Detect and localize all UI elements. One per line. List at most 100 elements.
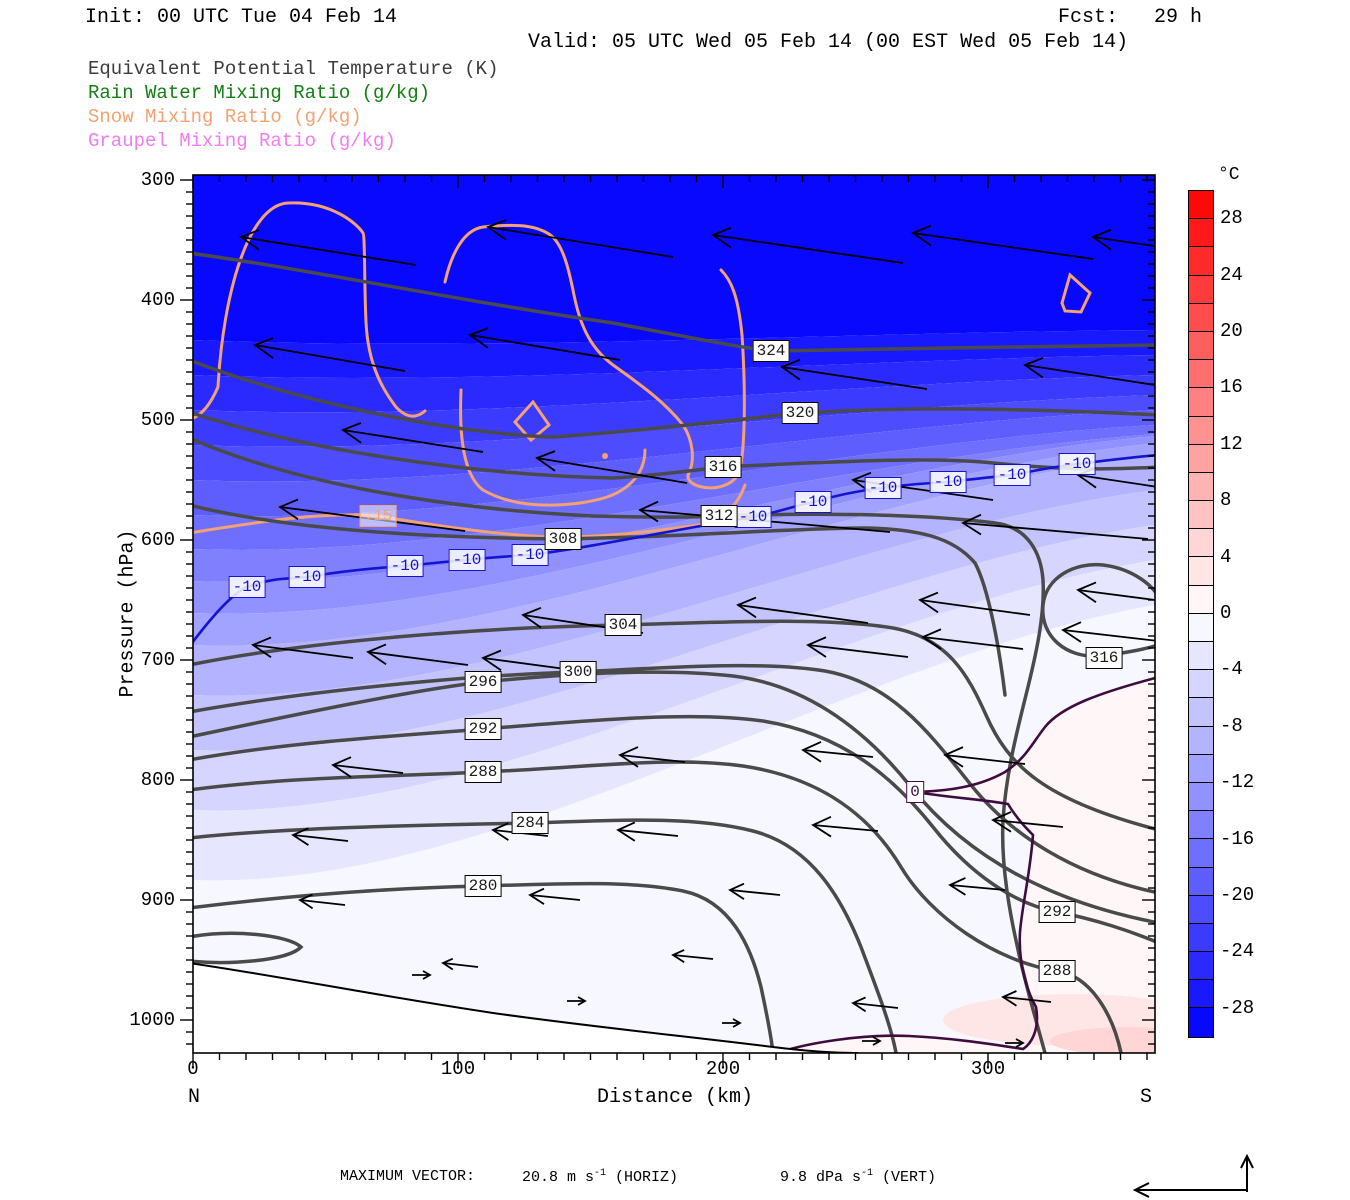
colorbar-cell (1189, 275, 1213, 304)
colorbar-tick-label: 20 (1220, 320, 1243, 342)
contour-label-temp: -10 (1058, 453, 1096, 475)
y-tick-label: 600 (140, 529, 175, 551)
x-axis-south-label: S (1140, 1086, 1153, 1109)
colorbar-cell (1189, 895, 1213, 924)
legend-item: Rain Water Mixing Ratio (g/kg) (88, 82, 431, 104)
colorbar-tick-label: -24 (1220, 940, 1255, 963)
colorbar-tick-label: 16 (1220, 376, 1243, 399)
contour-label-thetae: 284 (511, 812, 549, 834)
contour-label-thetae: 288 (1038, 960, 1076, 982)
y-tick-label: 700 (140, 649, 175, 671)
cross-section-canvas (180, 174, 1156, 1066)
colorbar-cell (1189, 247, 1213, 276)
colorbar-unit: °C (1218, 165, 1240, 185)
colorbar-tick-label: 0 (1220, 602, 1232, 624)
contour-label-freeze: 0 (906, 781, 924, 803)
colorbar-tick-label: 8 (1220, 489, 1232, 512)
init-time-text: Init: 00 UTC Tue 04 Feb 14 (85, 6, 398, 29)
colorbar-tick-label: 28 (1220, 207, 1243, 230)
forecast-hour-text: Fcst: 29 h (1058, 6, 1203, 29)
cross-section-plot: -10 -10 -10 -10 -10 -10 -10 -10 -10 -10 -10 .15 0 324… (180, 174, 1156, 1066)
max-vector-vert: 9.8 dPa s-1 (VERT) (780, 1168, 937, 1186)
contour-label-thetae: 292 (464, 718, 502, 740)
colorbar-cell (1189, 952, 1213, 981)
colorbar-cell (1189, 585, 1213, 614)
colorbar-cell (1189, 529, 1213, 558)
colorbar-cell (1189, 698, 1213, 727)
contour-label-temp: -10 (794, 491, 832, 513)
contour-label-thetae: 304 (604, 614, 642, 636)
x-axis-title: Distance (km) (596, 1086, 754, 1109)
colorbar-cell (1189, 754, 1213, 783)
contour-label-snow: .15 (359, 505, 397, 527)
x-tick-label: 100 (440, 1058, 476, 1080)
contour-label-temp: -10 (228, 576, 266, 598)
valid-time-text: Valid: 05 UTC Wed 05 Feb 14 (00 EST Wed … (528, 31, 1129, 54)
colorbar-cell (1189, 839, 1213, 868)
colorbar-cell (1189, 613, 1213, 642)
colorbar-cell (1189, 303, 1213, 332)
colorbar-cell (1189, 782, 1213, 812)
max-vector-horiz: 20.8 m s-1 (HORIZ) (522, 1168, 679, 1186)
colorbar-cell (1189, 642, 1213, 671)
temperature-colorbar (1188, 190, 1214, 1038)
colorbar-tick-label: -8 (1220, 714, 1243, 737)
contour-label-temp: -10 (864, 477, 902, 499)
y-tick-label: 800 (140, 769, 175, 791)
x-tick-label: 300 (970, 1058, 1006, 1080)
colorbar-tick-label: 24 (1220, 263, 1243, 286)
colorbar-cell (1189, 923, 1213, 953)
contour-label-thetae: 324 (752, 340, 790, 362)
contour-label-thetae: 312 (700, 505, 738, 527)
colorbar-cell (1189, 416, 1213, 445)
contour-label-temp: -10 (288, 566, 326, 588)
colorbar-cell (1189, 472, 1213, 502)
colorbar-cell (1189, 1008, 1213, 1037)
max-vector-label: MAXIMUM VECTOR: (340, 1168, 476, 1185)
colorbar-cell (1189, 726, 1213, 755)
colorbar-tick-label: -20 (1220, 884, 1255, 906)
colorbar-tick-label: -16 (1220, 827, 1255, 850)
colorbar-cell (1189, 557, 1213, 586)
y-tick-label: 500 (140, 409, 175, 431)
colorbar-tick-label: -4 (1220, 658, 1243, 681)
reference-vector-arrows (1132, 1153, 1254, 1198)
colorbar-cell (1189, 811, 1213, 840)
colorbar-cell (1189, 980, 1213, 1009)
y-tick-label: 300 (140, 169, 175, 191)
contour-label-temp: -10 (386, 555, 424, 577)
colorbar-cell (1189, 501, 1213, 530)
colorbar-tick-label: 12 (1220, 432, 1243, 455)
legend-item: Graupel Mixing Ratio (g/kg) (88, 130, 396, 152)
colorbar-cell (1189, 219, 1213, 248)
contour-label-temp: -10 (993, 464, 1031, 486)
contour-label-temp: -10 (929, 471, 967, 493)
y-axis-title: Pressure (hPa) (116, 529, 140, 698)
y-tick-label: 1000 (129, 1009, 175, 1031)
contour-label-thetae: 288 (464, 761, 502, 783)
legend-item: Snow Mixing Ratio (g/kg) (88, 106, 362, 128)
contour-label-thetae: 296 (464, 671, 502, 693)
colorbar-cell (1189, 670, 1213, 699)
colorbar-cell (1189, 388, 1213, 417)
contour-label-thetae: 308 (544, 528, 582, 550)
x-axis-north-label: N (188, 1086, 201, 1109)
colorbar-cell (1189, 191, 1213, 220)
colorbar-cell (1189, 444, 1213, 473)
contour-label-thetae: 292 (1038, 901, 1076, 923)
colorbar-cell (1189, 360, 1213, 389)
contour-label-temp: -10 (511, 544, 549, 566)
contour-label-temp: -10 (734, 506, 772, 528)
contour-label-thetae: 316 (1085, 647, 1123, 669)
y-tick-label: 400 (140, 289, 175, 311)
contour-label-thetae: 300 (559, 661, 597, 683)
y-tick-label: 900 (140, 889, 175, 911)
contour-label-temp: -10 (448, 549, 486, 571)
contour-label-thetae: 316 (704, 456, 742, 478)
legend-item: Equivalent Potential Temperature (K) (88, 58, 499, 80)
x-tick-label: 0 (187, 1058, 199, 1080)
contour-label-thetae: 280 (464, 875, 502, 897)
contour-label-thetae: 320 (781, 402, 819, 424)
colorbar-tick-label: -12 (1220, 771, 1255, 794)
